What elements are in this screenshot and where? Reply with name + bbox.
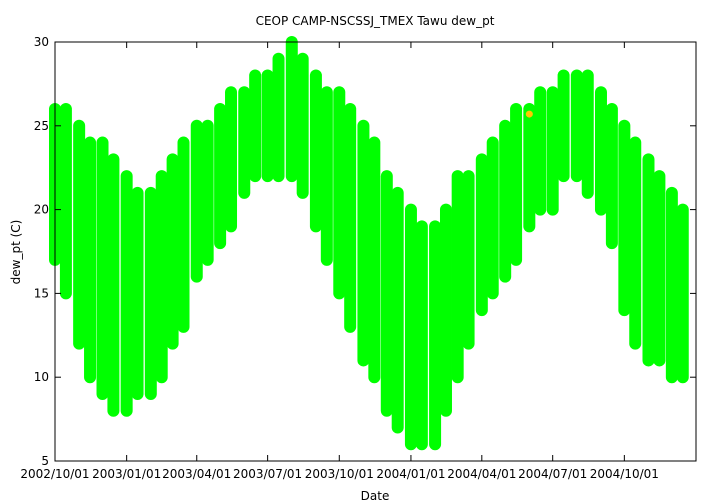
data-point-0-53: [679, 289, 687, 297]
data-point-0-28: [383, 306, 391, 314]
data-point-0-51: [655, 273, 663, 281]
data-point-0-34: [454, 289, 462, 297]
plot-area-frame: [54, 41, 697, 462]
data-point-0-11: [180, 239, 188, 247]
data-point-0-1: [62, 189, 70, 197]
data-point-0-22: [312, 139, 320, 147]
x-tick-label-2004/01/01: 2004/01/01: [376, 467, 445, 481]
data-point-0-16: [240, 139, 248, 147]
data-point-0-40: [525, 155, 533, 163]
data-point-0-41: [536, 139, 544, 147]
data-point-0-25: [346, 222, 354, 230]
x-tick-label-2004/10/01: 2004/10/01: [590, 467, 659, 481]
x-tick-label-2003/10/01: 2003/10/01: [305, 467, 374, 481]
data-point-0-39: [512, 189, 520, 197]
data-point-0-13: [204, 189, 212, 197]
data-point-0-6: [123, 289, 131, 297]
data-point-0-18: [264, 122, 272, 130]
data-point-0-12: [193, 206, 201, 214]
x-tick-label-2002/10/01: 2002/10/01: [20, 467, 89, 481]
data-point-0-33: [442, 323, 450, 331]
data-point-0-30: [407, 340, 415, 348]
y-axis-label: dew_pt (C): [9, 220, 23, 285]
x-tick-label-2003/04/01: 2003/04/01: [162, 467, 231, 481]
x-tick-label-2004/04/01: 2004/04/01: [447, 467, 516, 481]
data-point-0-46: [597, 122, 605, 130]
data-point-0-23: [323, 172, 331, 180]
y-tick-label-10: 10: [34, 370, 49, 384]
data-point-0-20: [288, 105, 296, 113]
data-point-0-24: [335, 189, 343, 197]
data-point-0-17: [251, 122, 259, 130]
data-point-0-31: [418, 356, 426, 364]
y-tick-label-30: 30: [34, 35, 49, 49]
x-tick-label-2003/01/01: 2003/01/01: [92, 467, 161, 481]
data-point-0-47: [608, 139, 616, 147]
data-point-0-29: [394, 323, 402, 331]
data-point-0-45: [584, 122, 592, 130]
data-point-0-3: [86, 239, 94, 247]
y-tick-label-25: 25: [34, 119, 49, 133]
data-point-0-43: [560, 122, 568, 130]
data-point-0-44: [573, 122, 581, 130]
data-point-0-42: [549, 139, 557, 147]
data-point-0-15: [227, 155, 235, 163]
data-point-0-38: [501, 206, 509, 214]
data-point-0-4: [99, 273, 107, 281]
data-point-0-27: [370, 273, 378, 281]
data-point-0-37: [489, 222, 497, 230]
data-point-1-0: [525, 110, 533, 118]
axis-ticks: 5 10 15 20 25 30 2002/10/01 2003/01/01 2003/04/0…: [20, 35, 696, 481]
data-point-0-48: [620, 189, 628, 197]
x-tick-label-2004/07/01: 2004/07/01: [518, 467, 587, 481]
data-point-0-5: [109, 289, 117, 297]
data-point-0-52: [668, 289, 676, 297]
y-tick-label-5: 5: [41, 454, 49, 468]
data-point-0-36: [478, 239, 486, 247]
data-point-0-19: [275, 122, 283, 130]
data-points: [49, 36, 689, 451]
data-point-0-8: [147, 306, 155, 314]
data-point-0-26: [359, 256, 367, 264]
data-point-0-49: [631, 222, 639, 230]
y-tick-label-20: 20: [34, 203, 49, 217]
data-point-0-21: [299, 122, 307, 130]
chart-title: CEOP CAMP-NSCSSJ_TMEX Tawu dew_pt: [256, 14, 495, 28]
data-point-0-10: [169, 256, 177, 264]
data-point-0-50: [644, 256, 652, 264]
x-tick-label-2003/07/01: 2003/07/01: [233, 467, 302, 481]
data-point-0-32: [431, 356, 439, 364]
data-point-0-7: [134, 306, 142, 314]
data-point-0-9: [158, 289, 166, 297]
x-axis-label: Date: [361, 489, 390, 503]
data-point-0-14: [216, 172, 224, 180]
data-point-0-35: [465, 256, 473, 264]
y-tick-label-15: 15: [34, 286, 49, 300]
data-point-0-2: [75, 222, 83, 230]
